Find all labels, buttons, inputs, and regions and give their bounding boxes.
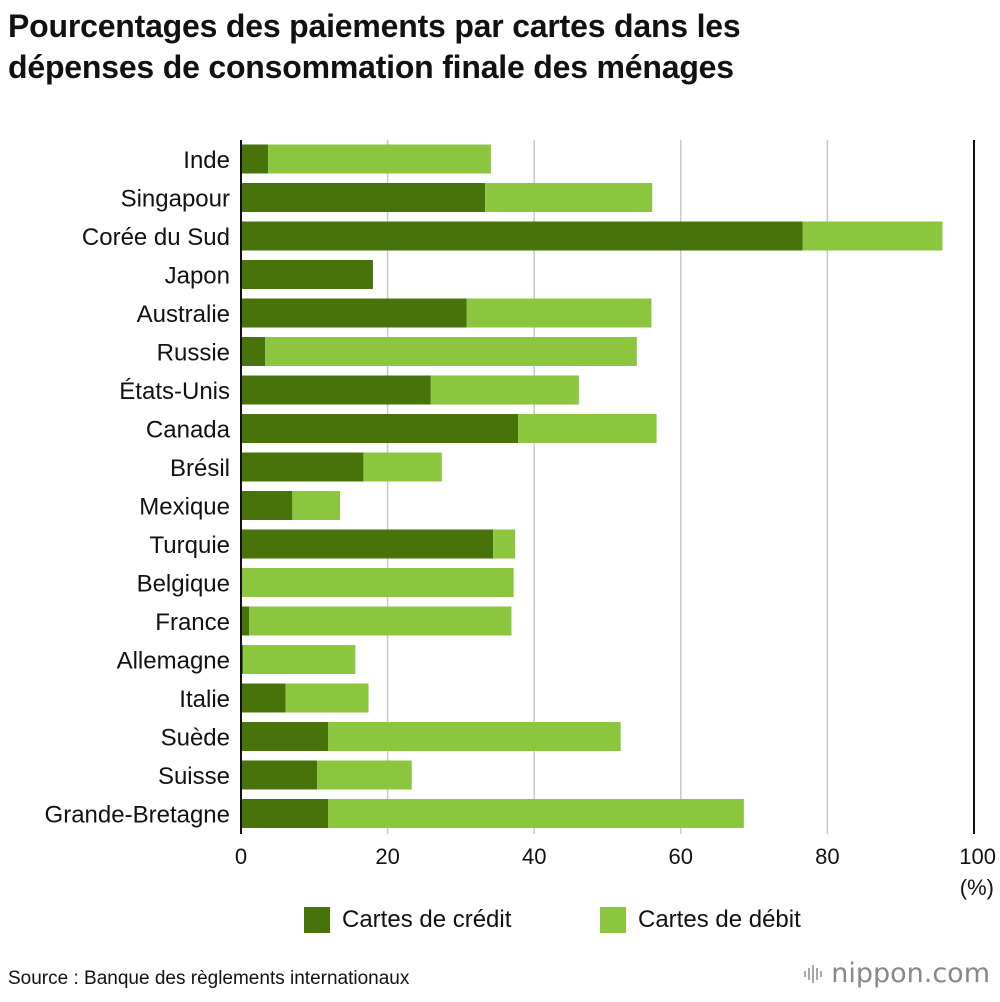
source-note: Source : Banque des règlements internati… — [8, 968, 410, 989]
legend-label-credit: Cartes de crédit — [342, 906, 512, 933]
legend-item-credit: Cartes de crédit — [304, 906, 511, 934]
unit-label: (%) — [960, 875, 994, 900]
nippon-logo[interactable]: nippon. com — [803, 958, 990, 989]
bar-debit-1 — [485, 183, 653, 212]
bar-credit-16 — [241, 760, 318, 790]
brand-dot: . — [923, 958, 933, 989]
bar-credit-12 — [241, 606, 250, 636]
category-label-11: Belgique — [137, 571, 230, 598]
category-label-3: Japon — [165, 263, 230, 290]
legend-label-debit: Cartes de débit — [638, 906, 801, 933]
bar-debit-6 — [430, 375, 579, 405]
bar-debit-5 — [265, 337, 637, 366]
bar-credit-5 — [241, 337, 266, 366]
bar-credit-0 — [241, 144, 269, 174]
category-label-15: Suède — [161, 725, 230, 752]
x-tick-label-80: 80 — [815, 844, 839, 869]
category-label-4: Australie — [137, 301, 230, 328]
bar-credit-1 — [241, 183, 486, 212]
chart-title: Pourcentages des paiements par cartes da… — [8, 6, 988, 88]
category-label-10: Turquie — [150, 532, 230, 559]
bar-debit-0 — [268, 144, 491, 174]
bar-debit-13 — [243, 645, 356, 674]
bar-credit-8 — [241, 452, 364, 482]
category-label-16: Suisse — [158, 763, 230, 790]
legend-item-debit: Cartes de débit — [600, 906, 801, 934]
x-tick-label-100: 100 — [959, 844, 996, 869]
x-tick-label-20: 20 — [375, 844, 399, 869]
bar-credit-9 — [241, 491, 293, 520]
bar-debit-14 — [285, 683, 369, 713]
category-label-6: États-Unis — [119, 378, 230, 405]
bar-debit-11 — [241, 568, 514, 597]
legend: Cartes de crédit Cartes de débit — [0, 906, 1000, 942]
legend-swatch-debit — [600, 907, 626, 933]
category-label-2: Corée du Sud — [82, 224, 230, 251]
bar-credit-10 — [241, 529, 494, 559]
category-label-13: Allemagne — [117, 648, 230, 675]
chart-title-line-2: dépenses de consommation finale des ména… — [8, 49, 734, 85]
category-label-17: Grande-Bretagne — [45, 802, 230, 829]
bar-credit-4 — [241, 298, 467, 328]
brand-tld: com — [932, 958, 990, 989]
bar-credit-15 — [241, 722, 329, 751]
bar-debit-7 — [518, 414, 657, 443]
category-label-9: Mexique — [139, 494, 230, 521]
brand-name: nippon — [831, 958, 924, 989]
bar-debit-12 — [249, 606, 512, 636]
category-label-12: France — [155, 609, 230, 636]
bar-debit-16 — [317, 760, 412, 790]
x-tick-label-0: 0 — [235, 844, 247, 869]
x-tick-label-40: 40 — [522, 844, 546, 869]
sound-wave-icon — [803, 963, 825, 985]
category-label-0: Inde — [183, 147, 230, 174]
stacked-bar-chart: Inde Singapour Corée du Sud Japon Australie R… — [45, 140, 996, 900]
category-label-1: Singapour — [121, 186, 230, 213]
bar-credit-7 — [241, 414, 519, 443]
bar-debit-17 — [328, 799, 744, 828]
bar-debit-9 — [292, 491, 340, 520]
bar-debit-10 — [493, 529, 516, 559]
category-label-5: Russie — [157, 340, 230, 367]
x-tick-label-60: 60 — [669, 844, 693, 869]
bar-debit-4 — [466, 298, 652, 328]
bar-credit-17 — [241, 799, 329, 828]
legend-swatch-credit — [304, 907, 330, 933]
category-label-14: Italie — [179, 686, 230, 713]
bar-credit-6 — [241, 375, 431, 405]
bar-credit-13 — [241, 645, 244, 674]
bar-credit-14 — [241, 683, 286, 713]
bar-debit-8 — [363, 452, 442, 482]
bar-debit-15 — [328, 722, 621, 751]
bar-credit-3 — [241, 260, 373, 289]
category-label-7: Canada — [146, 417, 231, 444]
bar-credit-2 — [241, 221, 803, 251]
category-label-8: Brésil — [170, 455, 230, 482]
bar-debit-2 — [802, 221, 943, 251]
chart-title-line-1: Pourcentages des paiements par cartes da… — [8, 8, 741, 44]
